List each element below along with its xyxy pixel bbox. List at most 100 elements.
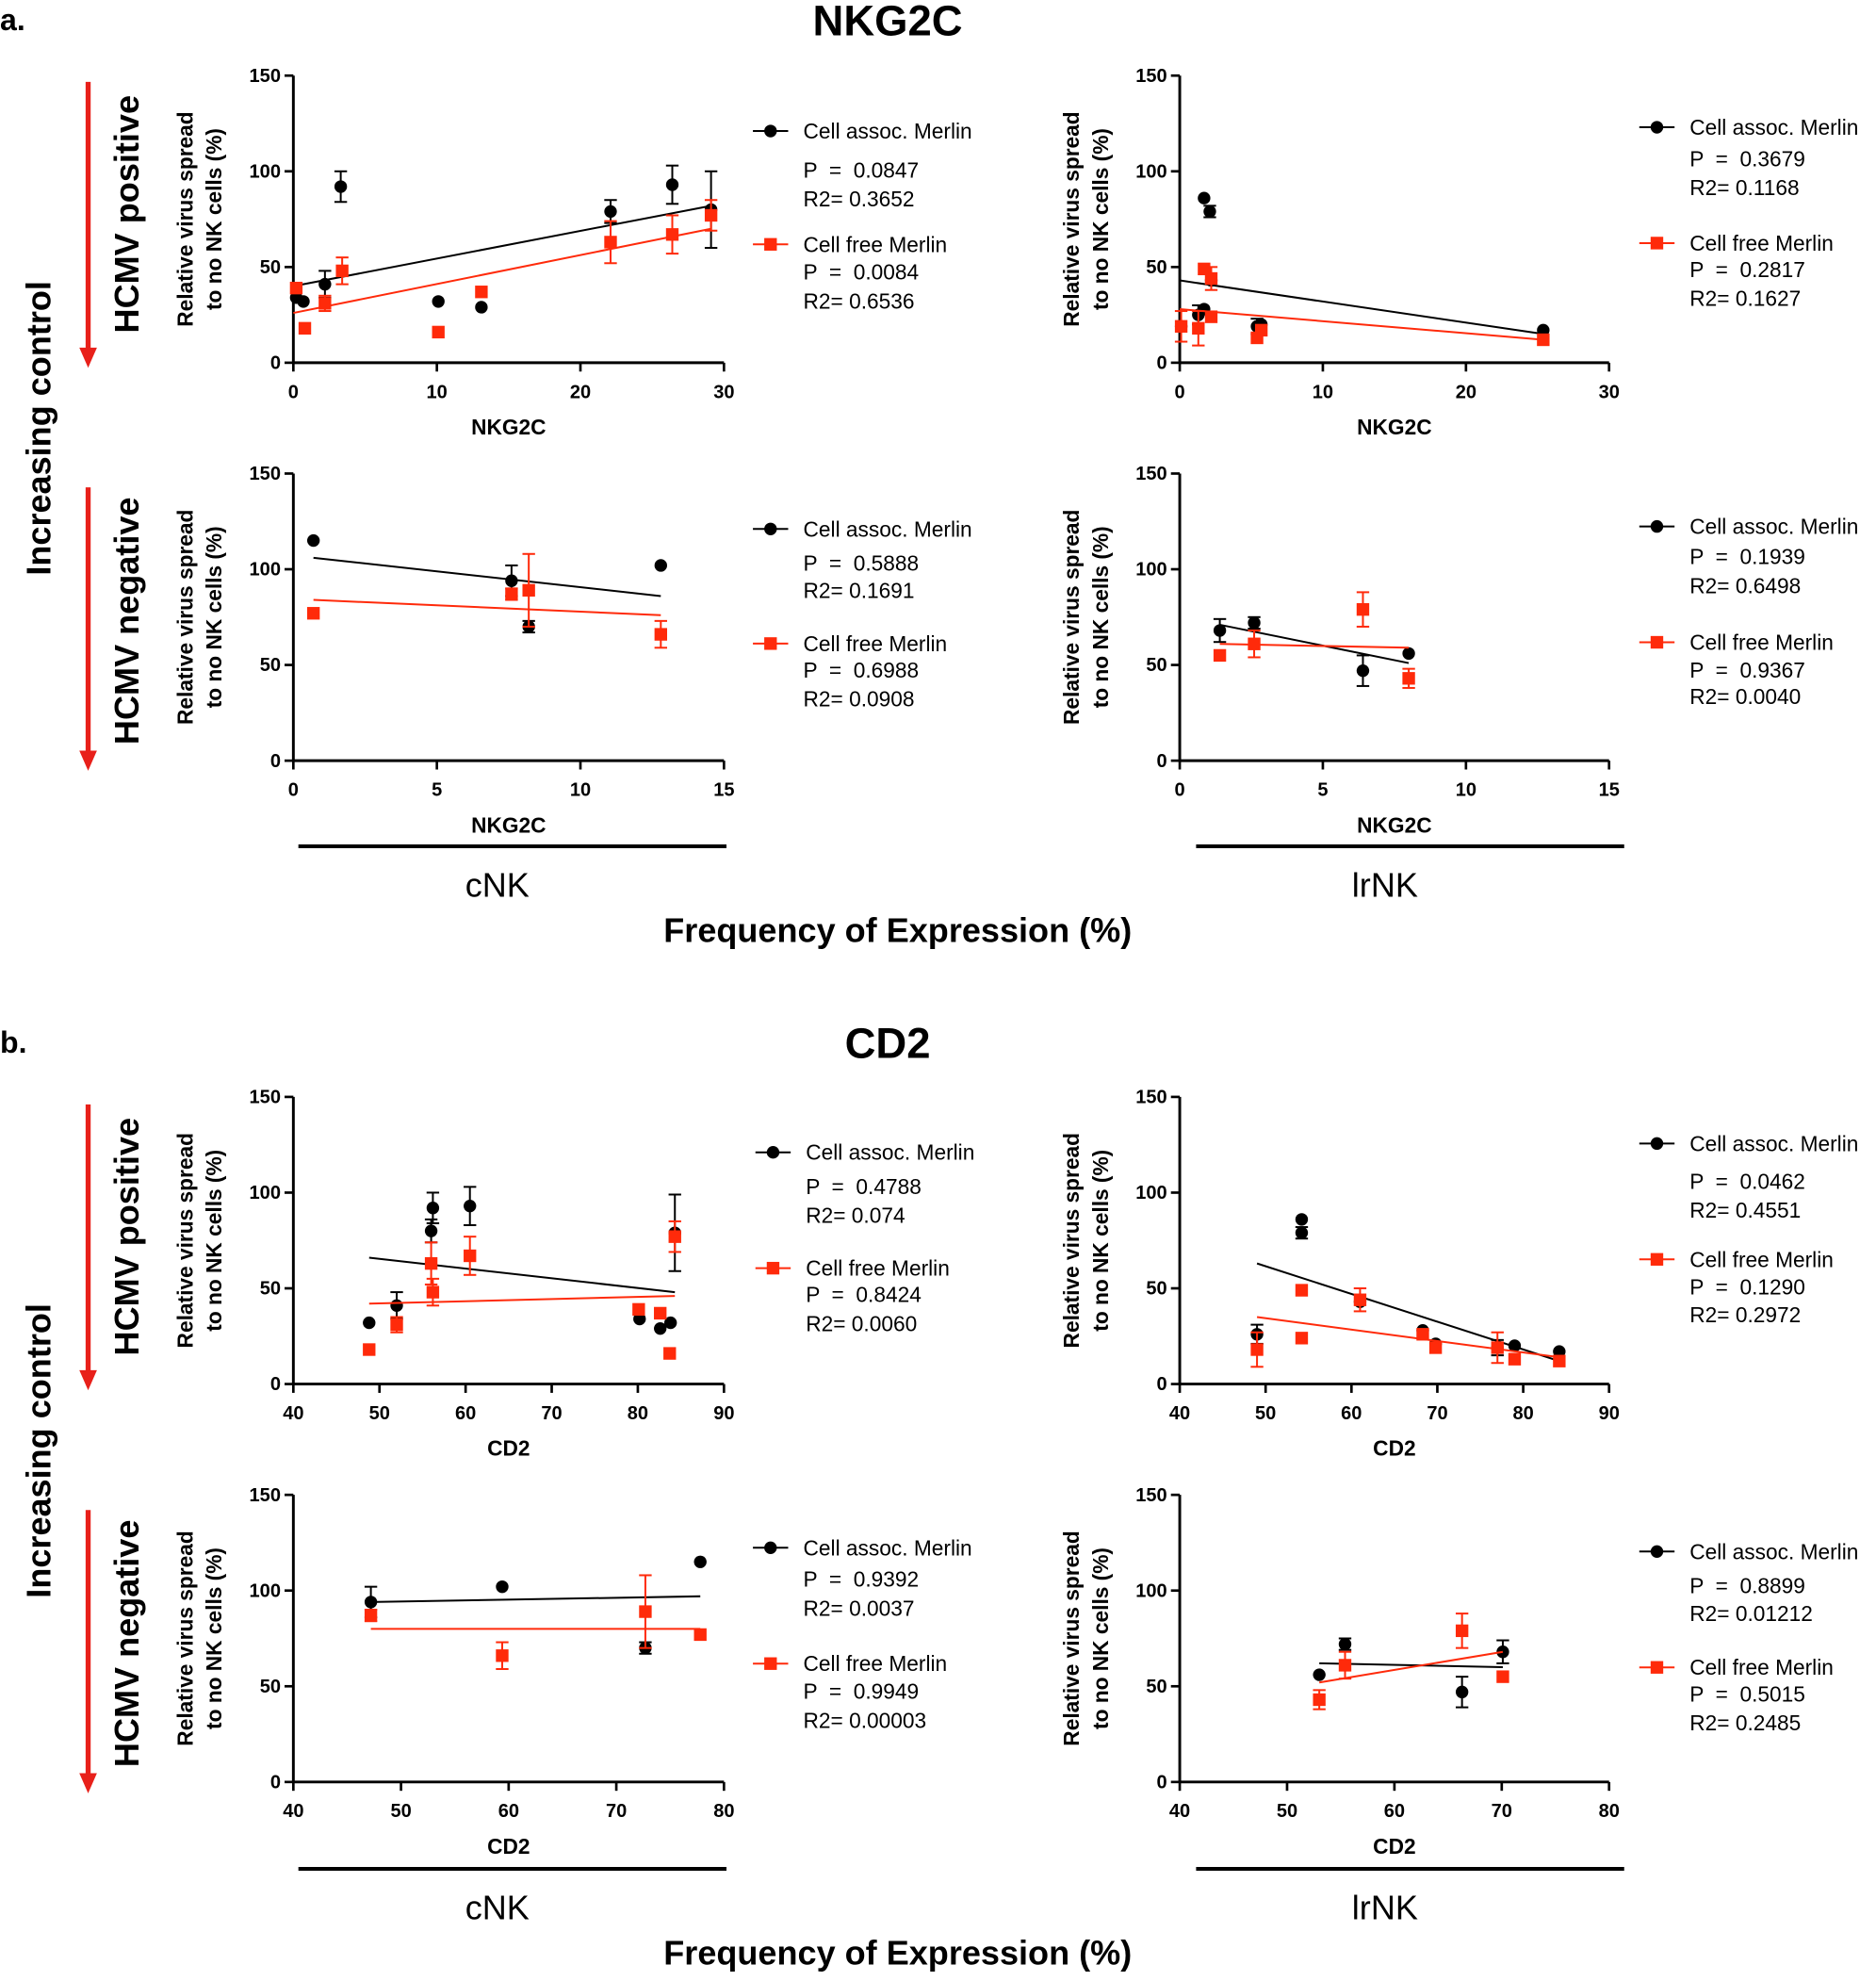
y-tick-label: 150	[1135, 66, 1166, 87]
data-point	[1553, 1354, 1566, 1367]
x-tick-label: 60	[498, 1801, 519, 1822]
legend-marker-icon	[1650, 1661, 1664, 1674]
legend-label: Cell assoc. Merlin	[1689, 115, 1858, 139]
data-point	[298, 321, 312, 336]
r2-value: R2= 0.1168	[1689, 175, 1799, 200]
y-tick-label: 100	[250, 560, 281, 581]
regression-line	[293, 205, 711, 287]
data-point	[604, 236, 617, 249]
x-tick-label: 30	[1599, 382, 1620, 402]
footer-xlabel: Frequency of Expression (%)	[663, 1934, 1132, 1973]
y-tick-label: 100	[1135, 1580, 1166, 1601]
r2-value: R2= 0.1627	[1689, 287, 1801, 311]
x-tick-label: 50	[390, 1801, 411, 1822]
arrow-head-icon	[79, 1773, 97, 1793]
group-label: lrNK	[1352, 1888, 1418, 1926]
data-point	[633, 1312, 646, 1326]
legend-entry: Cell assoc. Merlin P = 0.0462 R2= 0.4551	[1639, 1131, 1858, 1222]
legend-entry: Cell assoc. Merlin P = 0.4788 R2= 0.074	[755, 1140, 974, 1228]
data-point	[1248, 637, 1261, 650]
data-point	[1402, 672, 1415, 685]
y-tick-label: 150	[1135, 464, 1166, 484]
data-point	[297, 295, 310, 308]
data-point	[693, 1555, 707, 1568]
data-point	[306, 607, 320, 620]
legend-label: Cell assoc. Merlin	[804, 1535, 972, 1560]
side-label: Increasing control	[19, 281, 57, 576]
data-point	[1213, 648, 1227, 663]
series-cell-free	[363, 1220, 681, 1360]
data-point	[424, 1224, 438, 1237]
data-point	[1295, 1284, 1309, 1297]
legend-label: Cell assoc. Merlin	[1689, 1131, 1858, 1155]
data-point	[1353, 1293, 1367, 1306]
row-label: HCMV negative	[107, 498, 146, 745]
y-axis-label: Relative virus spread	[172, 1133, 197, 1348]
y-tick-label: 150	[1135, 1088, 1166, 1108]
p-value: P = 0.1290	[1689, 1275, 1805, 1300]
y-tick-label: 0	[270, 353, 281, 374]
data-point	[1198, 191, 1211, 205]
p-value: P = 0.3679	[1689, 146, 1805, 171]
r2-value: R2= 0.6536	[804, 288, 915, 313]
y-tick-label: 50	[260, 1677, 281, 1697]
legend-marker-icon	[764, 1657, 777, 1670]
chart-b-lrNK-HCMV-positive: 0 50 100 150 40 50 60 70 80 90 CD2 Relative virus s…	[1059, 1088, 1858, 1461]
p-value: P = 0.9392	[804, 1567, 920, 1592]
y-tick-label: 150	[250, 1088, 281, 1108]
data-point	[424, 1256, 438, 1270]
p-value: P = 0.9949	[804, 1679, 920, 1704]
legend-marker-icon	[1650, 1137, 1664, 1151]
series-cell-free	[1313, 1613, 1509, 1711]
legend-marker-icon	[1650, 519, 1664, 533]
legend-marker-icon	[1650, 635, 1664, 649]
series-cell-free	[1174, 262, 1550, 347]
data-point	[505, 587, 518, 601]
data-point	[1338, 1659, 1352, 1672]
data-point	[1508, 1352, 1522, 1366]
x-tick-label: 60	[1341, 1403, 1362, 1424]
x-tick-label: 40	[1169, 1801, 1190, 1822]
group-label: lrNK	[1352, 865, 1418, 904]
r2-value: R2= 0.6498	[1689, 573, 1801, 598]
data-point	[1428, 1341, 1443, 1354]
data-point	[1213, 624, 1227, 637]
x-tick-label: 10	[1456, 780, 1476, 801]
data-point	[1203, 205, 1216, 219]
x-tick-label: 70	[1427, 1403, 1447, 1424]
x-axis-label: CD2	[1373, 1436, 1415, 1461]
legend-entry: Cell assoc. Merlin P = 0.0847 R2= 0.3652	[753, 119, 972, 211]
data-point	[475, 301, 488, 314]
y-tick-label: 0	[1157, 353, 1167, 374]
x-tick-label: 30	[713, 382, 734, 402]
y-tick-label: 100	[250, 161, 281, 182]
arrow-head-icon	[79, 347, 97, 368]
y-axis-label: to no NK cells (%)	[1088, 1150, 1113, 1332]
r2-value: R2= 0.01212	[1689, 1601, 1813, 1626]
row-label: HCMV positive	[107, 1118, 146, 1355]
x-tick-label: 10	[1313, 382, 1333, 402]
data-point	[665, 178, 679, 191]
x-axis-label: CD2	[1373, 1834, 1415, 1858]
data-point	[1356, 663, 1370, 678]
regression-line	[368, 1295, 676, 1305]
data-point	[1416, 1328, 1429, 1341]
y-axis-label: to no NK cells (%)	[1088, 526, 1113, 708]
x-tick-label: 90	[1599, 1403, 1620, 1424]
data-point	[654, 1306, 667, 1320]
legend-marker-icon	[766, 1261, 780, 1275]
data-point	[390, 1318, 403, 1332]
data-point	[1254, 323, 1268, 337]
data-point	[1174, 319, 1188, 333]
data-point	[1402, 647, 1415, 661]
group-label: cNK	[465, 1888, 530, 1926]
y-tick-label: 0	[1157, 1374, 1167, 1395]
legend-label: Cell assoc. Merlin	[804, 119, 972, 143]
chart-a-cNK-HCMV-negative: 0 50 100 150 0 5 10 15 NKG2C Relative virus sprea…	[172, 464, 971, 837]
data-point	[1455, 1624, 1469, 1638]
x-tick-label: 70	[541, 1403, 562, 1424]
r2-value: R2= 0.0037	[804, 1596, 915, 1620]
